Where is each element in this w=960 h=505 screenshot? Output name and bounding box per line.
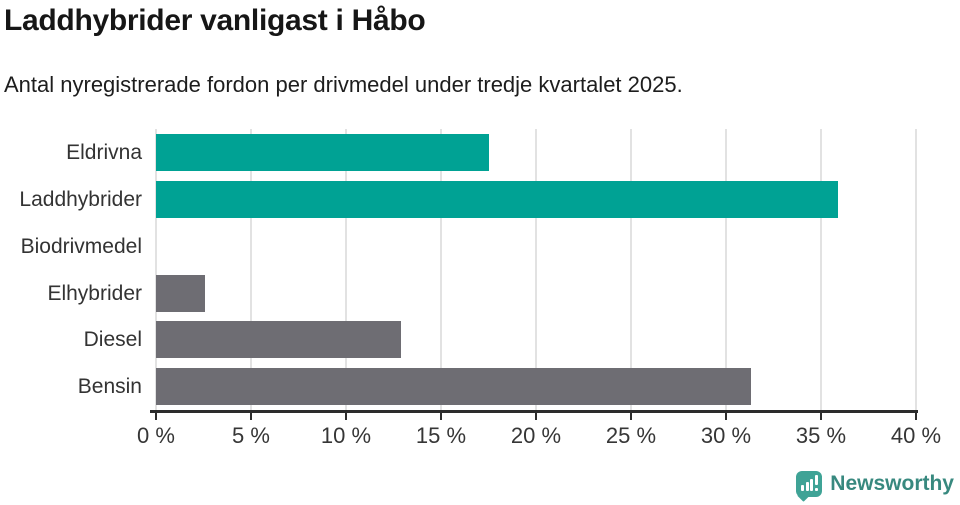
category-label: Bensin: [77, 375, 142, 399]
bar-elhybrider: [156, 274, 206, 312]
axis-tick: [345, 413, 347, 420]
axis-tick-label: 0 %: [137, 423, 175, 448]
x-axis-line: [150, 410, 918, 413]
axis-tick-label: 5 %: [232, 423, 270, 448]
bar-eldrivna: [156, 134, 489, 171]
gridline: [250, 129, 252, 410]
axis-tick: [915, 413, 917, 420]
plot-area: [155, 129, 917, 410]
bar-chart: 0 % 5 % 10 % 15 % 20 % 25 % 30 % 35 % 40 % Eldriv…: [0, 125, 960, 455]
axis-tick-label: 40 %: [890, 423, 942, 448]
newsworthy-logo-icon: [796, 471, 823, 502]
bar-row: [156, 223, 916, 270]
gridline: [630, 129, 632, 410]
category-label: Eldrivna: [66, 141, 142, 164]
category-label: Diesel: [83, 328, 142, 352]
bar-row: [156, 316, 916, 363]
axis-tick: [250, 413, 252, 420]
category-label: Biodrivmedel: [20, 234, 142, 258]
bar-row: [156, 129, 916, 176]
speech-bubble-tail: [797, 489, 811, 502]
axis-tick: [155, 413, 157, 420]
axis-tick-label: 35 %: [795, 423, 847, 448]
gridline: [440, 129, 442, 410]
category-label: Elhybrider: [47, 281, 142, 305]
bar-row: [156, 363, 916, 410]
axis-tick: [820, 413, 822, 420]
brand-footer: Newsworthy: [796, 468, 954, 502]
chart-subtitle: Antal nyregistrerade fordon per drivmede…: [4, 72, 683, 97]
axis-tick-label: 15 %: [415, 423, 467, 448]
axis-tick: [440, 413, 442, 420]
bar-diesel: [156, 321, 402, 359]
gridline: [535, 129, 537, 410]
axis-tick-label: 30 %: [700, 423, 752, 448]
bar-row: [156, 270, 916, 317]
bar-row: [156, 176, 916, 223]
axis-tick: [630, 413, 632, 420]
axis-tick: [535, 413, 537, 420]
page-title: Laddhybrider vanligast i Håbo: [4, 4, 426, 37]
axis-tick-label: 25 %: [605, 423, 657, 448]
gridline: [915, 129, 917, 410]
gridline: [345, 129, 347, 410]
axis-tick-label: 10 %: [320, 423, 372, 448]
gridline: [725, 129, 727, 410]
bar-bensin: [156, 368, 751, 406]
bar-laddhybrider: [156, 180, 839, 218]
axis-tick-label: 20 %: [510, 423, 562, 448]
brand-name: Newsworthy: [830, 472, 954, 495]
category-label: Laddhybrider: [19, 187, 142, 211]
axis-tick: [725, 413, 727, 420]
gridline: [820, 129, 822, 410]
gridline: [155, 129, 157, 410]
